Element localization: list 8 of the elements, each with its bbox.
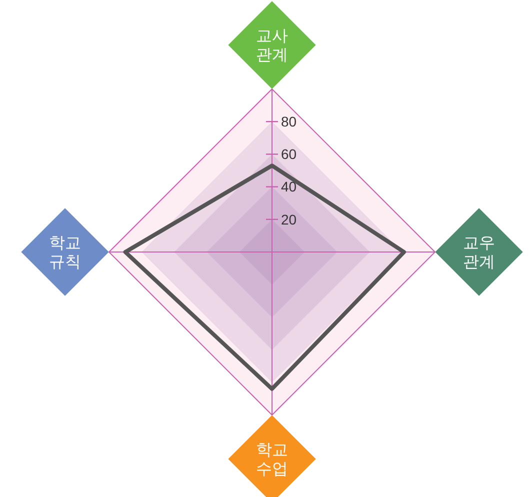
y-tick-label: 80 — [281, 114, 297, 130]
y-tick-label: 60 — [281, 146, 297, 162]
spoke-label: 학교 규칙 — [49, 233, 81, 272]
y-tick-label: 40 — [281, 178, 297, 195]
spoke-label: 교사 관계 — [256, 26, 288, 64]
spoke-label: 학교 수업 — [256, 440, 288, 478]
y-tick-label: 20 — [281, 211, 297, 228]
spoke-label: 교우 관계 — [463, 233, 495, 272]
